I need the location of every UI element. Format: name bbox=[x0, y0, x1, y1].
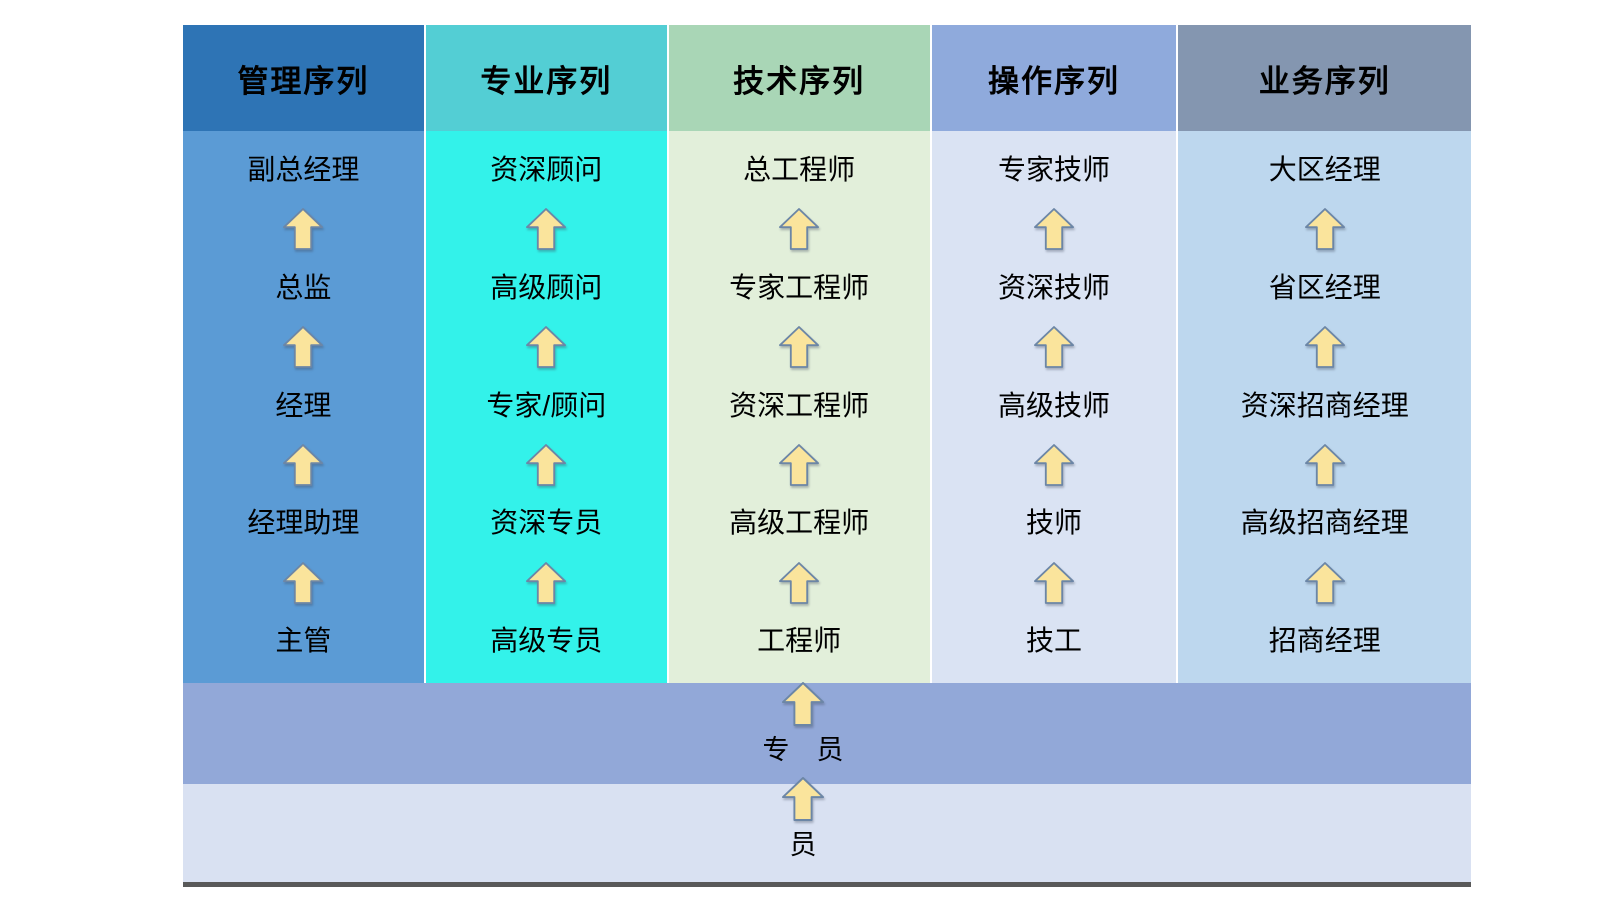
career-ladder-diagram: 管理序列 副总经理 总监 经理 经理助理 主管 专业序列 资深顾问 高级顾问 专家/顾问 资深专员高… bbox=[183, 25, 1472, 887]
up-arrow-icon bbox=[779, 561, 820, 604]
column-1: 管理序列副总经理总监经理经理助理主管 bbox=[183, 25, 424, 683]
level-label: 高级技师 bbox=[997, 389, 1110, 421]
up-arrow-icon bbox=[1304, 443, 1345, 486]
base-band-specialist-label: 专 员 bbox=[762, 735, 844, 765]
up-arrow-icon bbox=[1033, 561, 1074, 604]
level-label: 工程师 bbox=[757, 625, 842, 657]
level-label: 专家/顾问 bbox=[486, 389, 607, 421]
base-band-staff-content: 员 bbox=[782, 776, 824, 861]
column-5-header: 业务序列 bbox=[1178, 25, 1472, 131]
up-arrow-icon bbox=[526, 443, 567, 486]
baseline-rule bbox=[183, 882, 1471, 887]
level-label: 招商经理 bbox=[1268, 625, 1381, 657]
up-arrow-icon bbox=[1304, 208, 1345, 251]
column-1-header: 管理序列 bbox=[183, 25, 424, 131]
base-band-specialist-content: 专 员 bbox=[763, 681, 844, 766]
level-label: 总监 bbox=[275, 271, 332, 303]
level-label: 经理助理 bbox=[247, 507, 360, 539]
base-band-staff: 员 bbox=[183, 777, 1471, 882]
column-1-body: 副总经理总监经理经理助理主管 bbox=[183, 131, 424, 683]
column-4-body: 专家技师资深技师高级技师技师技工 bbox=[931, 131, 1177, 683]
level-label: 资深技师 bbox=[997, 271, 1110, 303]
up-arrow-icon bbox=[526, 561, 567, 604]
up-arrow-icon bbox=[1033, 208, 1074, 251]
up-arrow-icon bbox=[283, 326, 324, 369]
up-arrow-icon bbox=[283, 443, 324, 486]
up-arrow-icon bbox=[1033, 443, 1074, 486]
column-5-body: 大区经理省区经理资深招商经理 高级招商经理 招商经理 bbox=[1178, 131, 1472, 683]
level-label: 资深工程师 bbox=[729, 389, 870, 421]
up-arrow-icon bbox=[1304, 561, 1345, 604]
up-arrow-icon bbox=[1304, 326, 1345, 369]
column-2-body: 资深顾问高级顾问专家/顾问资深专员高级专员 bbox=[425, 131, 667, 683]
column-5: 业务序列大区经理省区经理资深招商经理 高级招商经理 招商经理 bbox=[1178, 25, 1472, 683]
column-3-header: 技术序列 bbox=[668, 25, 930, 131]
level-label: 高级工程师 bbox=[729, 507, 870, 539]
level-label: 专家工程师 bbox=[729, 271, 870, 303]
base-band-staff-label: 员 bbox=[789, 830, 817, 860]
level-label: 高级专员 bbox=[490, 625, 603, 657]
up-arrow-slot bbox=[782, 776, 824, 827]
level-label: 专家技师 bbox=[997, 154, 1110, 185]
level-label: 技师 bbox=[1025, 507, 1082, 539]
up-arrow-icon bbox=[782, 682, 824, 726]
column-2-header: 专业序列 bbox=[425, 25, 667, 131]
column-3: 技术序列总工程师专家工程师资深工程师高级工程师工程师 bbox=[668, 25, 930, 683]
up-arrow-icon bbox=[283, 561, 324, 604]
up-arrow-slot bbox=[782, 681, 824, 732]
level-label: 主管 bbox=[275, 625, 332, 657]
level-label: 资深招商经理 bbox=[1240, 389, 1409, 421]
up-arrow-icon bbox=[779, 443, 820, 486]
level-label: 总工程师 bbox=[743, 154, 856, 185]
up-arrow-icon bbox=[779, 326, 820, 369]
level-label: 省区经理 bbox=[1268, 271, 1381, 303]
up-arrow-icon bbox=[526, 208, 567, 251]
up-arrow-icon bbox=[526, 326, 567, 369]
column-4: 操作序列专家技师资深技师高级技师技师技工 bbox=[931, 25, 1177, 683]
up-arrow-icon bbox=[1033, 326, 1074, 369]
column-3-body: 总工程师专家工程师资深工程师高级工程师工程师 bbox=[668, 131, 930, 683]
level-label: 资深专员 bbox=[490, 507, 603, 539]
level-label: 技工 bbox=[1025, 625, 1082, 657]
level-label: 资深顾问 bbox=[490, 154, 603, 185]
up-arrow-icon bbox=[782, 777, 824, 821]
up-arrow-icon bbox=[283, 208, 324, 251]
level-label: 副总经理 bbox=[247, 154, 360, 185]
level-label: 经理 bbox=[275, 389, 332, 421]
base-band-specialist: 专 员 bbox=[183, 681, 1471, 784]
column-4-header: 操作序列 bbox=[931, 25, 1177, 131]
level-label: 高级招商经理 bbox=[1240, 507, 1409, 539]
level-label: 大区经理 bbox=[1268, 154, 1381, 185]
column-2: 专业序列资深顾问高级顾问专家/顾问资深专员高级专员 bbox=[425, 25, 667, 683]
columns-row: 管理序列 副总经理 总监 经理 经理助理 主管 专业序列 资深顾问 高级顾问 专家/顾问 资深专员高… bbox=[183, 25, 1472, 683]
level-label: 高级顾问 bbox=[490, 271, 603, 303]
up-arrow-icon bbox=[779, 208, 820, 251]
